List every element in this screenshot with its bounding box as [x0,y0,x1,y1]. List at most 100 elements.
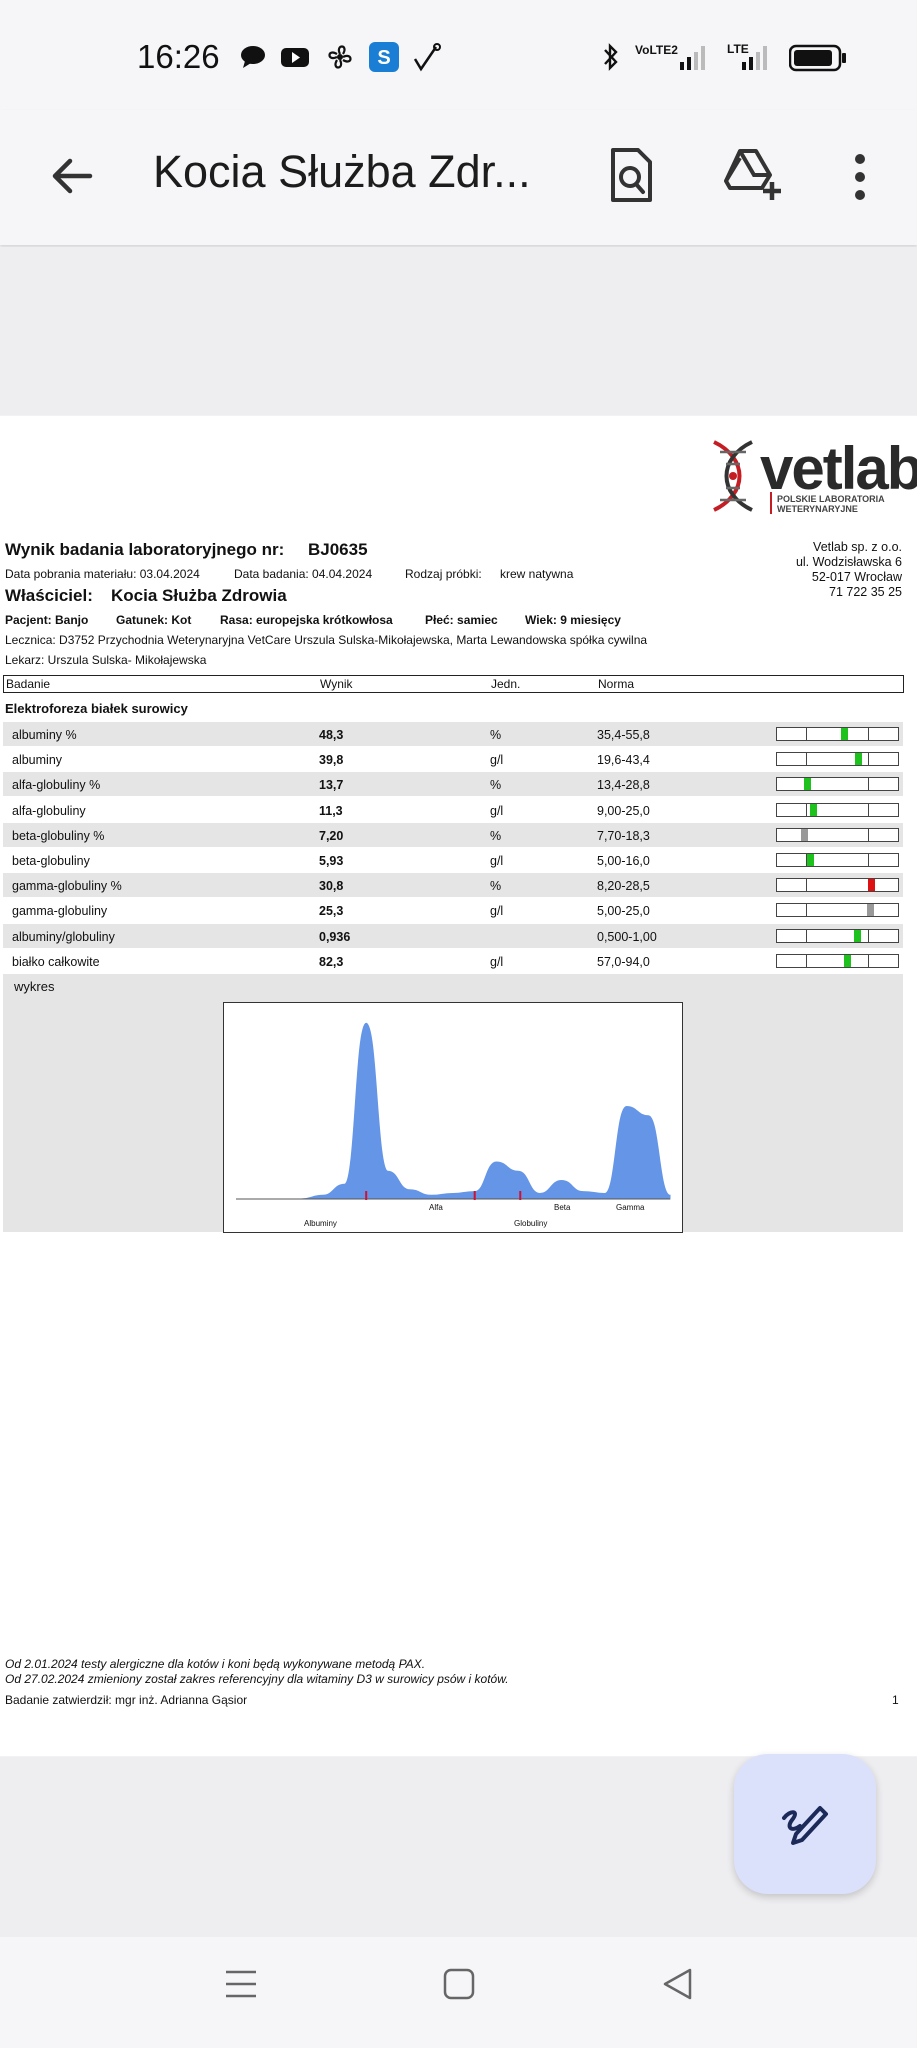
app-bar: Kocia Służba Zdr... [0,110,917,245]
row-test-name: gamma-globuliny % [12,879,122,894]
doctor-info: Lekarz: Urszula Sulska- Mikołajewska [5,653,207,667]
range-tick [806,929,808,942]
edit-fab-button[interactable] [734,1754,876,1894]
menu-icon[interactable] [224,1967,258,2001]
patient-species: Gatunek: Kot [116,613,192,627]
norm-range-bar [776,853,899,867]
table-row: albuminy % 48,3% 35,4-55,8 [3,722,903,746]
row-test-name: gamma-globuliny [12,904,108,919]
row-result: 25,3 [319,904,344,919]
row-test-name: beta-globuliny % [12,828,105,843]
page-number: 1 [892,1693,899,1707]
youtube-icon [281,48,309,67]
vetlab-dna-logo-icon [713,440,753,512]
drive-add-icon[interactable] [724,148,784,202]
row-test-name: białko całkowite [12,954,100,969]
range-tick [867,828,869,841]
row-norm: 8,20-28,5 [597,879,650,894]
row-unit: g/l [490,954,504,969]
range-tick [867,753,869,766]
row-unit: % [490,728,502,742]
chart-label-albuminy: Albuminy [304,1219,337,1228]
row-norm: 57,0-94,0 [597,954,650,969]
electrophoresis-chart: Albuminy Alfa Beta Gamma Globuliny [223,1002,683,1233]
norm-range-bar [776,878,899,893]
document-title: Kocia Służba Zdr... [153,146,531,197]
result-marker [840,728,848,740]
app-s-icon: S [369,42,399,72]
range-tick [867,854,869,866]
table-row: alfa-globuliny 11,3 g/l 9,00-25,0 [3,798,903,822]
row-test-name: alfa-globuliny [12,803,86,818]
viewer-background-top [0,247,917,415]
norm-range-bar [776,928,899,943]
table-row: gamma-globuliny % 30,8% 8,20-28,5 [3,873,903,898]
exam-date: Data badania: 04.04.2024 [234,567,373,581]
row-unit: % [490,879,502,894]
table-row: beta-globuliny % 7,20% 7,70-18,3 [3,822,903,847]
row-unit: % [490,828,502,843]
row-result: 13,7 [319,778,344,793]
row-test-name: albuminy/globuliny [12,929,115,944]
chart-label-globuliny: Globuliny [514,1219,548,1228]
range-tick [867,803,869,816]
report-number: BJ0635 [308,540,368,559]
battery-icon [789,44,846,72]
row-result: 48,3 [319,728,344,742]
row-unit: % [490,778,502,793]
norm-range-bar [776,752,899,767]
chart-label-beta: Beta [554,1203,571,1212]
table-row: gamma-globuliny 25,3 g/l 5,00-25,0 [3,898,903,922]
header-norm: Norma [598,677,635,691]
pinwheel-icon [328,45,352,69]
find-in-page-icon[interactable] [608,147,654,203]
range-tick [806,854,808,866]
route-check-icon [413,43,441,72]
home-square-icon[interactable] [442,1966,476,2002]
row-norm: 9,00-25,0 [597,803,650,818]
report-title-label: Wynik badania laboratoryjnego nr: [5,540,285,559]
lab-address-line: Vetlab sp. z o.o. [813,540,902,554]
norm-range-bar [776,903,899,918]
range-tick [806,803,808,816]
result-marker [810,803,818,816]
norm-range-bar [776,827,899,842]
chart-section: wykres Albuminy Alfa Beta Gamma Globulin… [3,974,903,1233]
table-row: alfa-globuliny % 13,7% 13,4-28,8 [3,772,903,797]
row-unit: g/l [490,854,504,868]
patient-age: Wiek: 9 miesięcy [525,613,621,627]
pdf-page: vetlab POLSKIE LABORATORIA WETERYNARYJNE… [0,416,917,1756]
row-norm: 5,00-16,0 [597,854,650,868]
footnote-2: Od 27.02.2024 zmieniony został zakres re… [5,1672,509,1686]
row-result: 7,20 [319,828,344,843]
result-marker [804,778,812,791]
table-header: Badanie Wynik Jedn. Norma [3,675,904,693]
back-triangle-icon[interactable] [660,1966,694,2002]
bluetooth-icon [604,43,618,71]
range-tick [867,778,869,791]
header-result: Wynik [320,677,353,691]
row-norm: 5,00-25,0 [597,904,650,919]
row-norm: 7,70-18,3 [597,828,650,843]
norm-range-bar [776,802,899,817]
approved-by: Badanie zatwierdził: mgr inż. Adrianna G… [5,1693,248,1707]
clinic-info: Lecznica: D3752 Przychodnia Weterynaryjn… [5,633,648,647]
owner-name: Kocia Służba Zdrowia [111,586,287,605]
lab-address-line: 52-017 Wrocław [811,570,902,584]
status-time: 16:26 [137,38,220,75]
patient-breed: Rasa: europejska krótkowłosa [220,613,393,627]
more-vert-icon[interactable] [848,152,872,202]
range-tick [806,753,808,766]
volte-label: VoLTE2 [635,43,678,57]
norm-range-bar [776,777,899,792]
range-tick [806,879,808,892]
table-row: beta-globuliny 5,93 g/l 5,00-16,0 [3,848,903,872]
back-arrow-icon[interactable] [48,152,96,200]
sample-type-label: Rodzaj próbki: [405,567,482,581]
row-norm: 35,4-55,8 [597,728,650,742]
collection-date: Data pobrania materiału: 03.04.2024 [5,567,200,581]
sample-type: krew natywna [500,567,574,581]
chart-svg [236,1022,671,1200]
row-unit: g/l [490,753,504,768]
result-marker [868,879,876,892]
